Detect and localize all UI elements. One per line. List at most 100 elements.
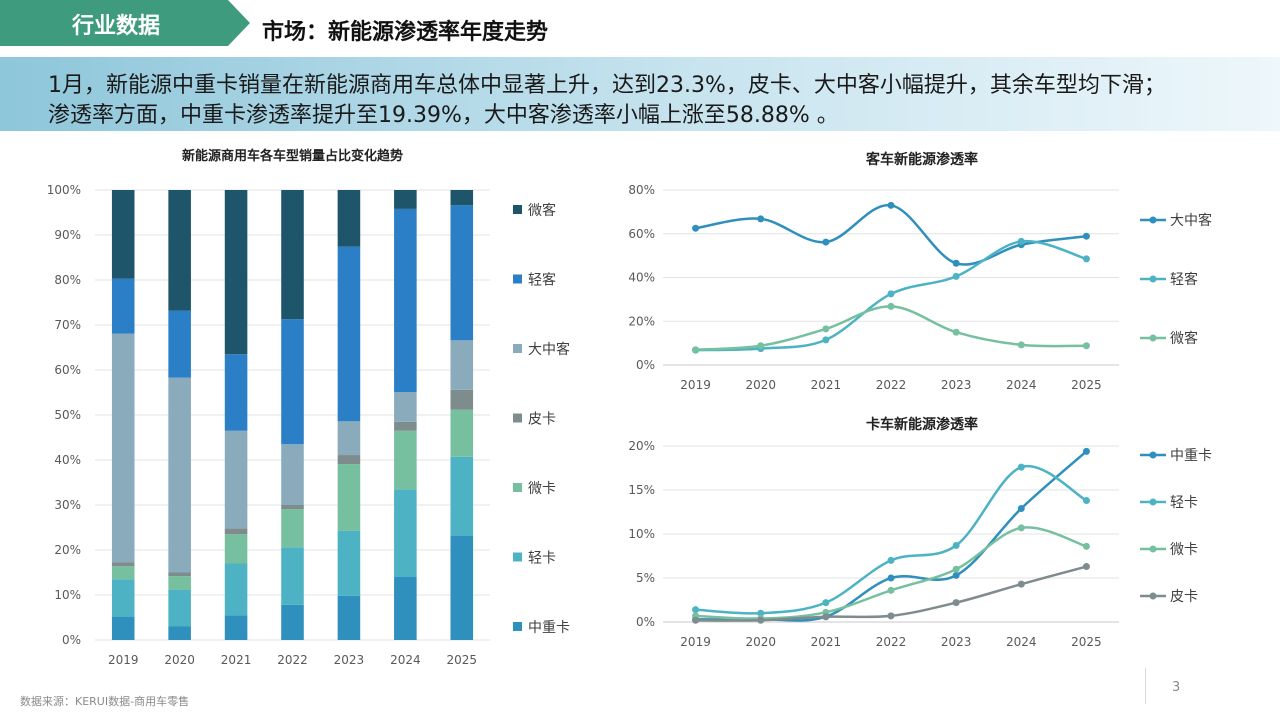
x-tick-label: 2019: [680, 378, 711, 392]
data-point: [1017, 524, 1025, 532]
series-line: [695, 450, 1088, 622]
bar-segment: [281, 190, 304, 320]
legend-swatch: [513, 344, 522, 353]
data-point: [757, 616, 765, 624]
x-tick-label: 2023: [941, 378, 972, 392]
legend-marker: [1149, 334, 1157, 342]
section-tag-label: 行业数据: [72, 14, 161, 39]
data-point: [887, 574, 895, 582]
data-point: [757, 609, 765, 617]
series-line: [695, 526, 1087, 620]
legend-label: 微客: [528, 202, 556, 219]
data-point: [887, 290, 895, 298]
y-tick-label: 90%: [54, 228, 81, 242]
data-point: [952, 272, 960, 280]
x-tick-label: 2020: [745, 378, 776, 392]
y-tick-label: 0%: [636, 358, 655, 372]
bar-segment: [168, 377, 191, 573]
bar-segment: [394, 421, 417, 431]
data-point: [887, 302, 895, 310]
x-tick-label: 2025: [1071, 378, 1102, 392]
data-point: [1082, 232, 1090, 240]
bar-segment: [450, 389, 474, 410]
bar-segment: [394, 489, 417, 577]
data-point: [1082, 563, 1090, 571]
bar-segment: [168, 572, 191, 577]
legend-label: 轻卡: [528, 551, 556, 567]
y-tick-label: 40%: [628, 271, 655, 285]
bar-segment: [394, 430, 417, 490]
bar-segment: [450, 340, 474, 390]
x-tick-label: 2023: [334, 653, 365, 667]
bar-segment: [281, 547, 304, 605]
bar-segment: [450, 205, 474, 341]
x-tick-label: 2019: [680, 635, 711, 649]
bar-segment: [224, 190, 248, 355]
legend-label: 轻客: [1170, 271, 1198, 288]
legend-swatch: [513, 205, 522, 214]
legend-swatch: [513, 274, 522, 284]
y-tick-label: 0%: [636, 615, 655, 629]
y-tick-label: 70%: [54, 318, 81, 332]
legend-label: 大中客: [528, 341, 570, 358]
legend-marker: [1149, 451, 1157, 459]
chart-title: 卡车新能源渗透率: [866, 416, 978, 433]
data-point: [1017, 237, 1025, 245]
data-point: [822, 325, 830, 333]
legend-swatch: [513, 622, 522, 631]
y-tick-label: 50%: [54, 408, 81, 422]
legend-label: 皮卡: [528, 412, 556, 428]
x-tick-label: 2021: [221, 653, 252, 667]
x-tick-label: 2023: [941, 635, 972, 649]
y-tick-label: 0%: [62, 633, 81, 647]
data-point: [952, 328, 960, 336]
y-tick-label: 20%: [628, 439, 655, 453]
data-point: [692, 346, 700, 354]
chart-title: 新能源商用车各车型销量占比变化趋势: [182, 148, 403, 164]
legend-marker: [1149, 275, 1157, 283]
bar-segment: [111, 278, 135, 334]
x-tick-label: 2020: [745, 635, 776, 649]
data-point: [692, 616, 700, 624]
summary-banner: 1月，新能源中重卡销量在新能源商用车总体中显著上升，达到23.3%，皮卡、大中客…: [0, 57, 1280, 131]
bar-segment: [450, 456, 474, 536]
data-point: [952, 565, 960, 573]
footer-divider: [1145, 668, 1146, 704]
bar-segment: [168, 190, 191, 311]
x-tick-label: 2021: [811, 378, 842, 392]
legend-swatch: [513, 552, 522, 562]
bar-segment: [111, 616, 135, 640]
data-point: [822, 613, 830, 621]
data-point: [887, 556, 895, 564]
legend-marker: [1149, 216, 1157, 224]
summary-line-1: 1月，新能源中重卡销量在新能源商用车总体中显著上升，达到23.3%，皮卡、大中客…: [48, 73, 1166, 98]
bar-segment: [168, 576, 191, 590]
data-point: [952, 599, 960, 607]
y-tick-label: 20%: [628, 314, 655, 328]
legend-label: 微卡: [1170, 542, 1198, 558]
data-point: [757, 342, 765, 350]
y-tick-label: 40%: [54, 453, 81, 467]
y-tick-label: 5%: [636, 571, 655, 585]
data-point: [952, 571, 960, 579]
bar-segment: [111, 566, 135, 580]
series-line: [695, 204, 1087, 266]
bar-segment: [224, 615, 248, 640]
x-tick-label: 2025: [447, 653, 478, 667]
legend-marker: [1149, 545, 1157, 553]
data-point: [757, 215, 765, 223]
legend-marker: [1149, 498, 1157, 506]
legend-swatch: [513, 483, 522, 492]
bar-segment: [394, 577, 417, 640]
bar-segment: [168, 589, 191, 627]
bar-segment: [394, 208, 417, 393]
bar-segment: [224, 534, 248, 564]
section-tag: 行业数据: [0, 0, 250, 46]
y-tick-label: 60%: [54, 363, 81, 377]
y-tick-label: 10%: [628, 527, 655, 541]
y-tick-label: 15%: [628, 483, 655, 497]
bar-segment: [111, 333, 135, 563]
legend-label: 微客: [1170, 330, 1198, 347]
legend-label: 轻客: [528, 272, 556, 289]
truck-penetration-line-chart: 卡车新能源渗透率 0% 5% 10% 15% 20% 2019 2020 2021 2022 202…: [628, 416, 1212, 649]
